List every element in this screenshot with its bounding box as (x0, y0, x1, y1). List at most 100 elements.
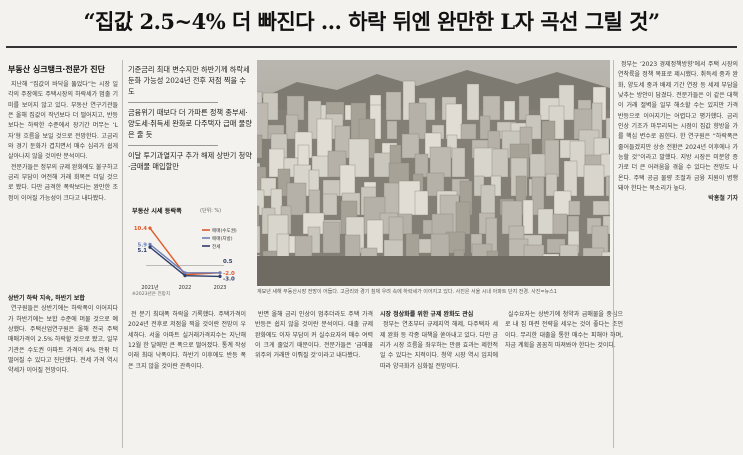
apartment-building (466, 83, 480, 121)
deck-rule (128, 102, 218, 103)
apartment-building (426, 172, 445, 197)
subhead: 상반기 하락 지속, 하반기 보합 (8, 295, 85, 302)
chart-plot: 2021년 2022 2023 10.4 5.95.1 0.5 -2.0-3.0 매매(수도권… (134, 226, 237, 291)
column-1b-text: 상반기 하락 지속, 하반기 보합 연구원들은 상반기에는 하락폭이 이어지다가… (8, 294, 118, 444)
apartment-building (383, 182, 400, 216)
data-label: -2.0 (223, 271, 235, 277)
byline: 박홍철 기자 (708, 195, 738, 203)
apartment-building (257, 134, 263, 159)
apartment-building (408, 102, 427, 140)
column-7-para: 정부는 ‘2023 경제정책방향’에서 주택 시장의 연착륙을 정책 목표로 제… (618, 61, 738, 193)
apartment-building (608, 175, 610, 216)
apartment-building (592, 200, 610, 216)
apartment-building (503, 100, 516, 121)
data-label: 5.9 (137, 242, 147, 248)
apartment-building (385, 91, 402, 121)
column-3-text: 전 분기 최대폭 하락을 기록했다. 주택가격이 2024년 전후로 저점을 찍… (128, 310, 246, 446)
photo-caption: 계묘년 새해 부동산시장 전망이 어둡다. 고금리와 경기 침체 우려 속에 하… (257, 289, 557, 295)
apartment-building (445, 103, 463, 140)
apartment-building (545, 173, 558, 197)
chart-source: ※2023년은 전망치 (132, 292, 171, 297)
apartment-building (568, 200, 581, 216)
apartment-building (257, 189, 265, 216)
apartment-building (529, 153, 548, 178)
apartment-building (322, 179, 341, 197)
apartment-building (257, 205, 260, 235)
column-divider (122, 60, 123, 448)
data-point (183, 271, 187, 275)
apartment-building (386, 120, 398, 140)
series-line (149, 227, 221, 276)
headline-rule (6, 46, 737, 48)
data-label: 10.4 (134, 226, 148, 232)
apartment-building (480, 184, 496, 216)
column-6-para: 실수요자는 상반기에 청약과 급매물을 중심으로 내 집 마련 전략을 세우는 … (505, 311, 623, 350)
apartment-building (563, 160, 578, 197)
apartment-building (583, 164, 605, 197)
apartment-building (605, 117, 610, 140)
apartment-building (339, 164, 356, 197)
column-divider (613, 60, 614, 448)
chart-unit: (단위: %) (200, 208, 222, 214)
column-4-text: 반면 올해 금리 인상이 멈추더라도 주택 가격 반등은 쉽지 않을 것이란 분… (255, 310, 373, 446)
apartment-building (552, 213, 568, 235)
column-1-para: 지난해 “집값이 바닥을 뚫었다”는 시장 일각의 주장에도 주택시장의 하락세… (8, 81, 118, 161)
data-point (218, 274, 222, 278)
apartment-building (455, 201, 471, 235)
column-7-text: 정부는 ‘2023 경제정책방향’에서 주택 시장의 연착륙을 정책 목표로 제… (618, 60, 738, 448)
section-title: 부동산 싱크탱크·전문가 진단 (8, 65, 105, 74)
apartment-building (460, 123, 477, 140)
column-5-para: 정부는 연초부터 규제지역 해제, 다주택자 세제 완화 등 각종 대책을 쏟아… (380, 321, 498, 370)
apartment-building (537, 208, 554, 235)
data-point (148, 242, 152, 246)
apartment-building (522, 199, 534, 235)
apartment-building (257, 225, 261, 254)
apartment-building (482, 95, 501, 121)
apartment-building (414, 153, 429, 178)
apartment-building (451, 147, 466, 178)
deck: 기준금리 최대 변수지만 하반기께 하락세 둔화 가능성 2024년 전후 저점… (128, 64, 252, 177)
apartment-building (429, 146, 452, 178)
apartment-building (605, 175, 610, 197)
legend-label: 매매(수도권) (212, 227, 237, 234)
legend-label: 매매(지방) (212, 235, 233, 242)
data-point (183, 274, 187, 278)
legend-label: 전세 (212, 243, 220, 250)
column-3-para: 전 분기 최대폭 하락을 기록했다. 주택가격이 2024년 전후로 저점을 찍… (128, 311, 246, 370)
deck-item: 금융위기 때보다 더 가파른 정책 종부세·양도세·취득세 완화로 다주택자 급… (128, 108, 252, 139)
apartment-building (479, 115, 491, 140)
column-6-text: 실수요자는 상반기에 청약과 급매물을 중심으로 내 집 마련 전략을 세우는 … (505, 310, 623, 446)
column-5-text: 시장 정상화를 위한 규제 완화도 관심 정부는 연초부터 규제지역 해제, 다… (380, 310, 498, 446)
deck-item: 이달 투기과열지구 추가 해제 상반기 청약·금매물 매입할만 (128, 151, 252, 171)
price-change-chart: 부동산 시세 등락폭 (단위: %) 2021년 2022 2023 10.4 5.9 5… (128, 200, 252, 302)
deck-rule (128, 145, 218, 146)
data-point (148, 245, 152, 249)
data-label: 5.1 (137, 248, 147, 254)
data-point (148, 226, 152, 230)
apartment-building (308, 189, 321, 216)
data-point (218, 271, 222, 275)
headline: “집값 2.5~4% 더 빠진다 … 하락 뒤엔 완만한 L자 곡선 그릴 것” (83, 9, 660, 34)
column-1-text: 지난해 “집값이 바닥을 뚫었다”는 시장 일각의 주장에도 주택시장의 하락세… (8, 80, 118, 290)
data-label: -3.0 (223, 276, 235, 282)
data-label: 0.5 (223, 259, 233, 265)
x-tick-label: 2022 (179, 285, 192, 291)
x-tick-label: 2023 (214, 285, 227, 291)
column-1b-para: 연구원들은 상반기에는 하락폭이 이어지다가 하반기에는 보합 수준에 머물 것… (8, 305, 118, 375)
column-1-para: 전문가들은 정부의 규제 완화에도 불구하고 금리 부담이 여전해 거래 회복은… (8, 163, 118, 202)
subhead: 시장 정상화를 위한 규제 완화도 관심 (380, 311, 474, 318)
apartment-building (544, 139, 560, 178)
apartment-building (286, 182, 307, 216)
apartment-building (322, 221, 341, 254)
apartment-building (553, 190, 572, 216)
apartment-photo (257, 60, 610, 286)
column-4-para: 반면 올해 금리 인상이 멈추더라도 주택 가격 반등은 쉽지 않을 것이란 분… (255, 311, 373, 360)
apartment-building (322, 193, 338, 216)
apartment-building (257, 102, 269, 140)
deck-item: 기준금리 최대 변수지만 하반기께 하락세 둔화 가능성 2024년 전후 저점… (128, 65, 250, 96)
x-tick-label: 2021년 (141, 284, 159, 291)
series-line (149, 243, 220, 274)
city-aerial-image (257, 60, 610, 286)
apartment-building (518, 95, 530, 121)
apartment-building (491, 148, 509, 178)
